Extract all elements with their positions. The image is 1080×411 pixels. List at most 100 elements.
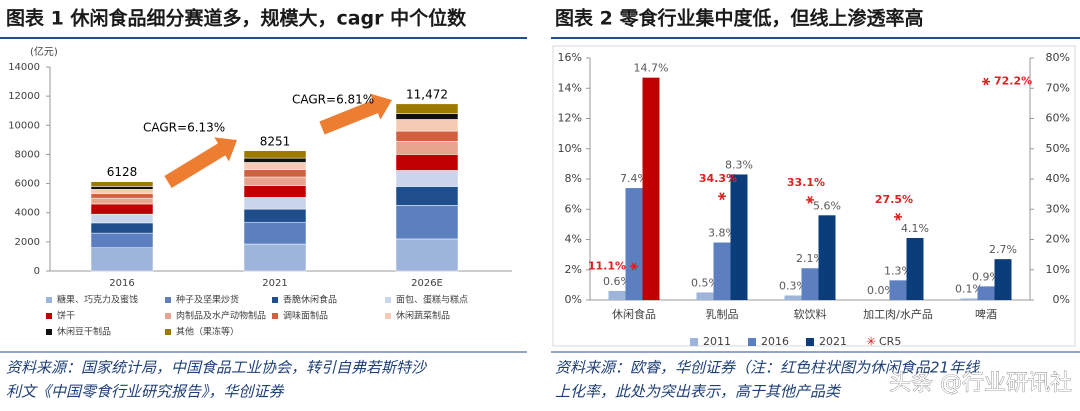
value-label: 0.9% (972, 270, 1000, 283)
value-label: 0.6% (603, 275, 631, 288)
bar-segment (395, 141, 459, 155)
bar (977, 286, 995, 300)
value-label: 2.1% (796, 252, 824, 265)
cr5-label: 11.1% (588, 259, 626, 272)
y2-tick-label: 40% (1046, 172, 1070, 185)
legend-swatch (385, 297, 391, 303)
y-tick-label: 8% (565, 172, 582, 185)
x-tick-label: 软饮料 (794, 307, 827, 321)
source-note: 上化率，此处为突出表示，高于其他产品类 (555, 383, 842, 401)
y2-tick-label: 10% (1046, 263, 1070, 276)
x-tick-label: 加工肉/水产品 (863, 307, 933, 321)
total-label: 8251 (260, 134, 291, 148)
legend-swatch (806, 338, 814, 346)
bar-segment (90, 181, 154, 187)
bar (818, 215, 836, 300)
x-tick-label: 休闲食品 (612, 307, 656, 321)
bar-segment (243, 176, 307, 187)
bar-segment (395, 205, 459, 240)
y2-tick-label: 0% (1053, 293, 1070, 306)
bar-segment (243, 169, 307, 178)
y2-tick-label: 70% (1046, 81, 1070, 94)
y-tick-label: 14% (558, 81, 582, 94)
cr5-label: 72.2% (994, 75, 1032, 88)
bar-segment (395, 238, 459, 272)
bar-segment (90, 247, 154, 272)
legend-label: 香脆休闲食品 (283, 294, 337, 306)
legend-marker: ✳ (866, 335, 876, 349)
y-tick-label: 2% (565, 263, 582, 276)
y-tick-label: 0% (565, 293, 582, 306)
y-tick-label: 6% (565, 202, 582, 215)
legend-label: 糖果、巧克力及蜜饯 (57, 294, 138, 306)
bar-segment (243, 185, 307, 198)
bar (608, 290, 626, 300)
cr5-marker (982, 77, 990, 86)
legend-label: 肉制品及水产动物制品 (176, 310, 266, 322)
source-note: 资料来源：欧睿，华创证券（注：红色柱状图为休闲食品21年线 (555, 359, 981, 377)
legend-swatch (272, 313, 278, 319)
bar-segment (90, 197, 154, 205)
legend-label: 2016 (761, 335, 789, 348)
value-label: 3.8% (708, 227, 736, 240)
legend-swatch (46, 297, 52, 303)
legend-label: 种子及坚果炒货 (176, 294, 239, 306)
chart-title: 图表 2 零食行业集中度低，但线上渗透率高 (555, 7, 923, 30)
bar-segment (395, 113, 459, 120)
bar (801, 268, 819, 300)
cr5-marker (894, 212, 902, 221)
annotation: CAGR=6.13% (143, 121, 225, 135)
legend-swatch (165, 297, 171, 303)
y-tick-label: 16% (558, 51, 582, 64)
legend-label: 其他（果冻等） (176, 326, 239, 338)
x-tick-label: 啤酒 (975, 307, 997, 321)
legend-label: 调味面制品 (283, 310, 328, 322)
total-label: 6128 (107, 165, 138, 179)
x-tick-label: 2026E (411, 278, 443, 289)
y2-tick-label: 60% (1046, 112, 1070, 125)
legend-label: 2021 (819, 335, 847, 348)
arrow (319, 93, 392, 135)
value-label: 1.3% (884, 264, 912, 277)
legend-label: CR5 (879, 335, 901, 348)
y2-tick-label: 50% (1046, 142, 1070, 155)
bar-segment (395, 170, 459, 187)
bar-segment (90, 232, 154, 248)
y-tick-label: 6000 (15, 179, 40, 190)
arrow (164, 137, 237, 188)
legend-swatch (272, 297, 278, 303)
bar (642, 77, 660, 300)
legend-swatch (165, 313, 171, 319)
bar-segment (90, 213, 154, 224)
bar-segment (90, 189, 154, 195)
cr5-label: 27.5% (875, 193, 913, 206)
bar-segment (395, 103, 459, 114)
bar (994, 259, 1012, 300)
legend-label: 休闲豆干制品 (57, 326, 111, 338)
bar-segment (90, 222, 154, 234)
legend-swatch (385, 313, 391, 319)
x-tick-label: 乳制品 (706, 308, 739, 321)
chart-title: 图表 1 休闲食品细分赛道多，规模大，cagr 中个位数 (6, 7, 467, 30)
value-label: 4.1% (901, 222, 929, 235)
value-label: 8.3% (725, 158, 753, 171)
cr5-label: 34.3% (699, 172, 737, 185)
value-label: 5.6% (813, 199, 841, 212)
legend-swatch (690, 338, 698, 346)
legend-label: 饼干 (57, 310, 75, 322)
y-tick-label: 14000 (8, 62, 40, 73)
legend-label: 休闲蔬菜制品 (396, 310, 450, 322)
y-tick-label: 10% (558, 142, 582, 155)
bar-segment (90, 203, 154, 215)
watermark: 头条 @行业研讯社 (889, 371, 1072, 396)
x-tick-label: 2016 (109, 278, 134, 289)
bar-segment (395, 186, 459, 206)
legend-swatch (46, 329, 52, 335)
y-tick-label: 12000 (8, 91, 40, 102)
y-axis-label: (亿元) (30, 45, 58, 58)
y2-tick-label: 30% (1046, 202, 1070, 215)
bar (784, 295, 802, 300)
bar-segment (90, 193, 154, 199)
value-label: 2.7% (989, 243, 1017, 256)
